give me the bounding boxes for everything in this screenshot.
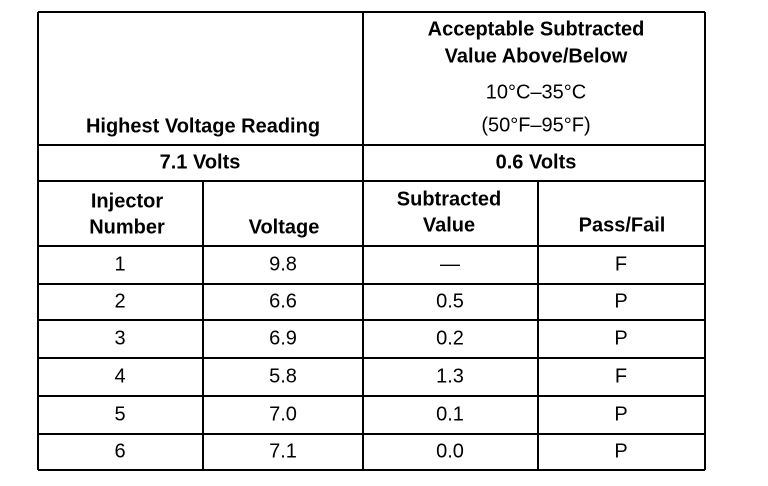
table-cell: 3 [114,327,125,349]
table-cell: P [614,403,627,425]
table-cell: 0.0 [436,440,464,462]
table-cell: P [614,290,627,312]
header-right: Acceptable Subtracted [428,18,645,40]
table-cell: P [614,327,627,349]
table-cell: 5 [114,403,125,425]
table-cell: 0.5 [436,290,464,312]
table-cell: 7.0 [269,403,297,425]
column-header: Number [89,216,165,238]
column-header: Injector [91,190,163,212]
table-cell: 0.2 [436,327,464,349]
header-right: 10°C–35°C [486,81,587,103]
table-cell: 7.1 [269,440,297,462]
summary-cell: 7.1 Volts [160,151,241,173]
table-cell: F [615,253,627,275]
table-body: 1 9.8 — F 2 6.6 0.5 P 3 6.9 0.2 P 4 5.8 1.3 F 5 7.0 0.1 P 6 7… [114,253,627,462]
table-grid [37,11,706,471]
table-cell: F [615,365,627,387]
table-cell: 1 [114,253,125,275]
table-cell: 1.3 [436,365,464,387]
column-header: Voltage [249,216,320,238]
header-right: (50°F–95°F) [481,114,590,136]
table-cell: 6.9 [269,327,297,349]
summary-cell: 0.6 Volts [496,151,577,173]
table-cell: 2 [114,290,125,312]
column-header: Value [423,214,475,236]
header-right: Value Above/Below [445,45,628,67]
table-cell: P [614,440,627,462]
header-left: Highest Voltage Reading [86,115,320,137]
table-cell: 6 [114,440,125,462]
column-header: Subtracted [397,188,501,210]
table-cell: 5.8 [269,365,297,387]
table-cell: 4 [114,365,125,387]
table-cell: 6.6 [269,290,297,312]
table-cell: 9.8 [269,253,297,275]
table-cell: — [440,253,460,275]
table-cell: 0.1 [436,403,464,425]
column-header: Pass/Fail [579,214,666,236]
